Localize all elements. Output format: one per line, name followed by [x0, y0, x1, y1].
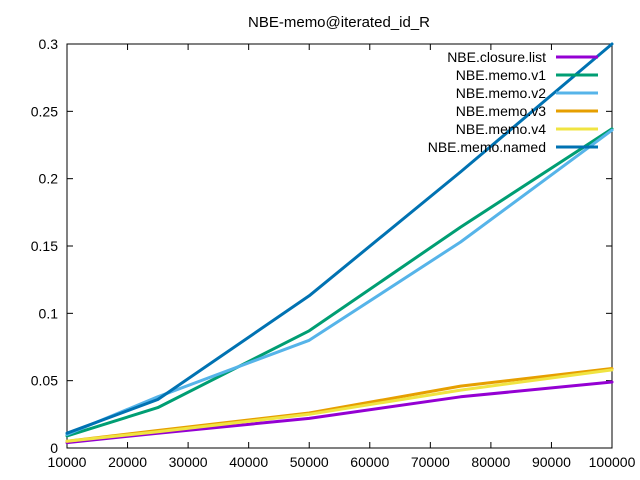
- series-line: [65, 42, 614, 435]
- y-tick-label: 0.2: [39, 171, 59, 187]
- x-tick-label: 20000: [108, 454, 147, 470]
- x-tick-label: 60000: [350, 454, 389, 470]
- series-line: [65, 368, 614, 443]
- y-tick-label: 0.3: [39, 36, 59, 52]
- legend-label: NBE.memo.named: [428, 139, 546, 155]
- chart-title: NBE-memo@iterated_id_R: [248, 14, 430, 31]
- legend-label: NBE.memo.v3: [456, 103, 546, 119]
- y-tick-label: 0.1: [39, 305, 59, 321]
- x-tick-label: 50000: [290, 454, 329, 470]
- x-tick-label: 30000: [169, 454, 208, 470]
- x-tick-label: 100000: [589, 454, 636, 470]
- legend-label: NBE.memo.v2: [456, 85, 546, 101]
- y-tick-label: 0.05: [31, 373, 58, 389]
- x-tick-label: 10000: [48, 454, 87, 470]
- x-tick-label: 90000: [532, 454, 571, 470]
- axis-ticks: 10000 20000 30000 40000 50000 60000 70000 80000…: [31, 36, 636, 470]
- series-lines: [65, 42, 614, 445]
- x-tick-label: 40000: [229, 454, 268, 470]
- y-tick-label: 0.25: [31, 103, 58, 119]
- legend-label: NBE.memo.v1: [456, 67, 546, 83]
- x-tick-label: 70000: [411, 454, 450, 470]
- x-tick-label: 80000: [471, 454, 510, 470]
- series-line: [65, 127, 614, 438]
- legend: NBE.closure.list NBE.memo.v1 NBE.memo.v2 NB…: [428, 49, 598, 155]
- legend-label: NBE.closure.list: [447, 49, 546, 65]
- y-tick-label: 0: [50, 440, 58, 456]
- y-tick-label: 0.15: [31, 238, 58, 254]
- legend-label: NBE.memo.v4: [456, 121, 546, 137]
